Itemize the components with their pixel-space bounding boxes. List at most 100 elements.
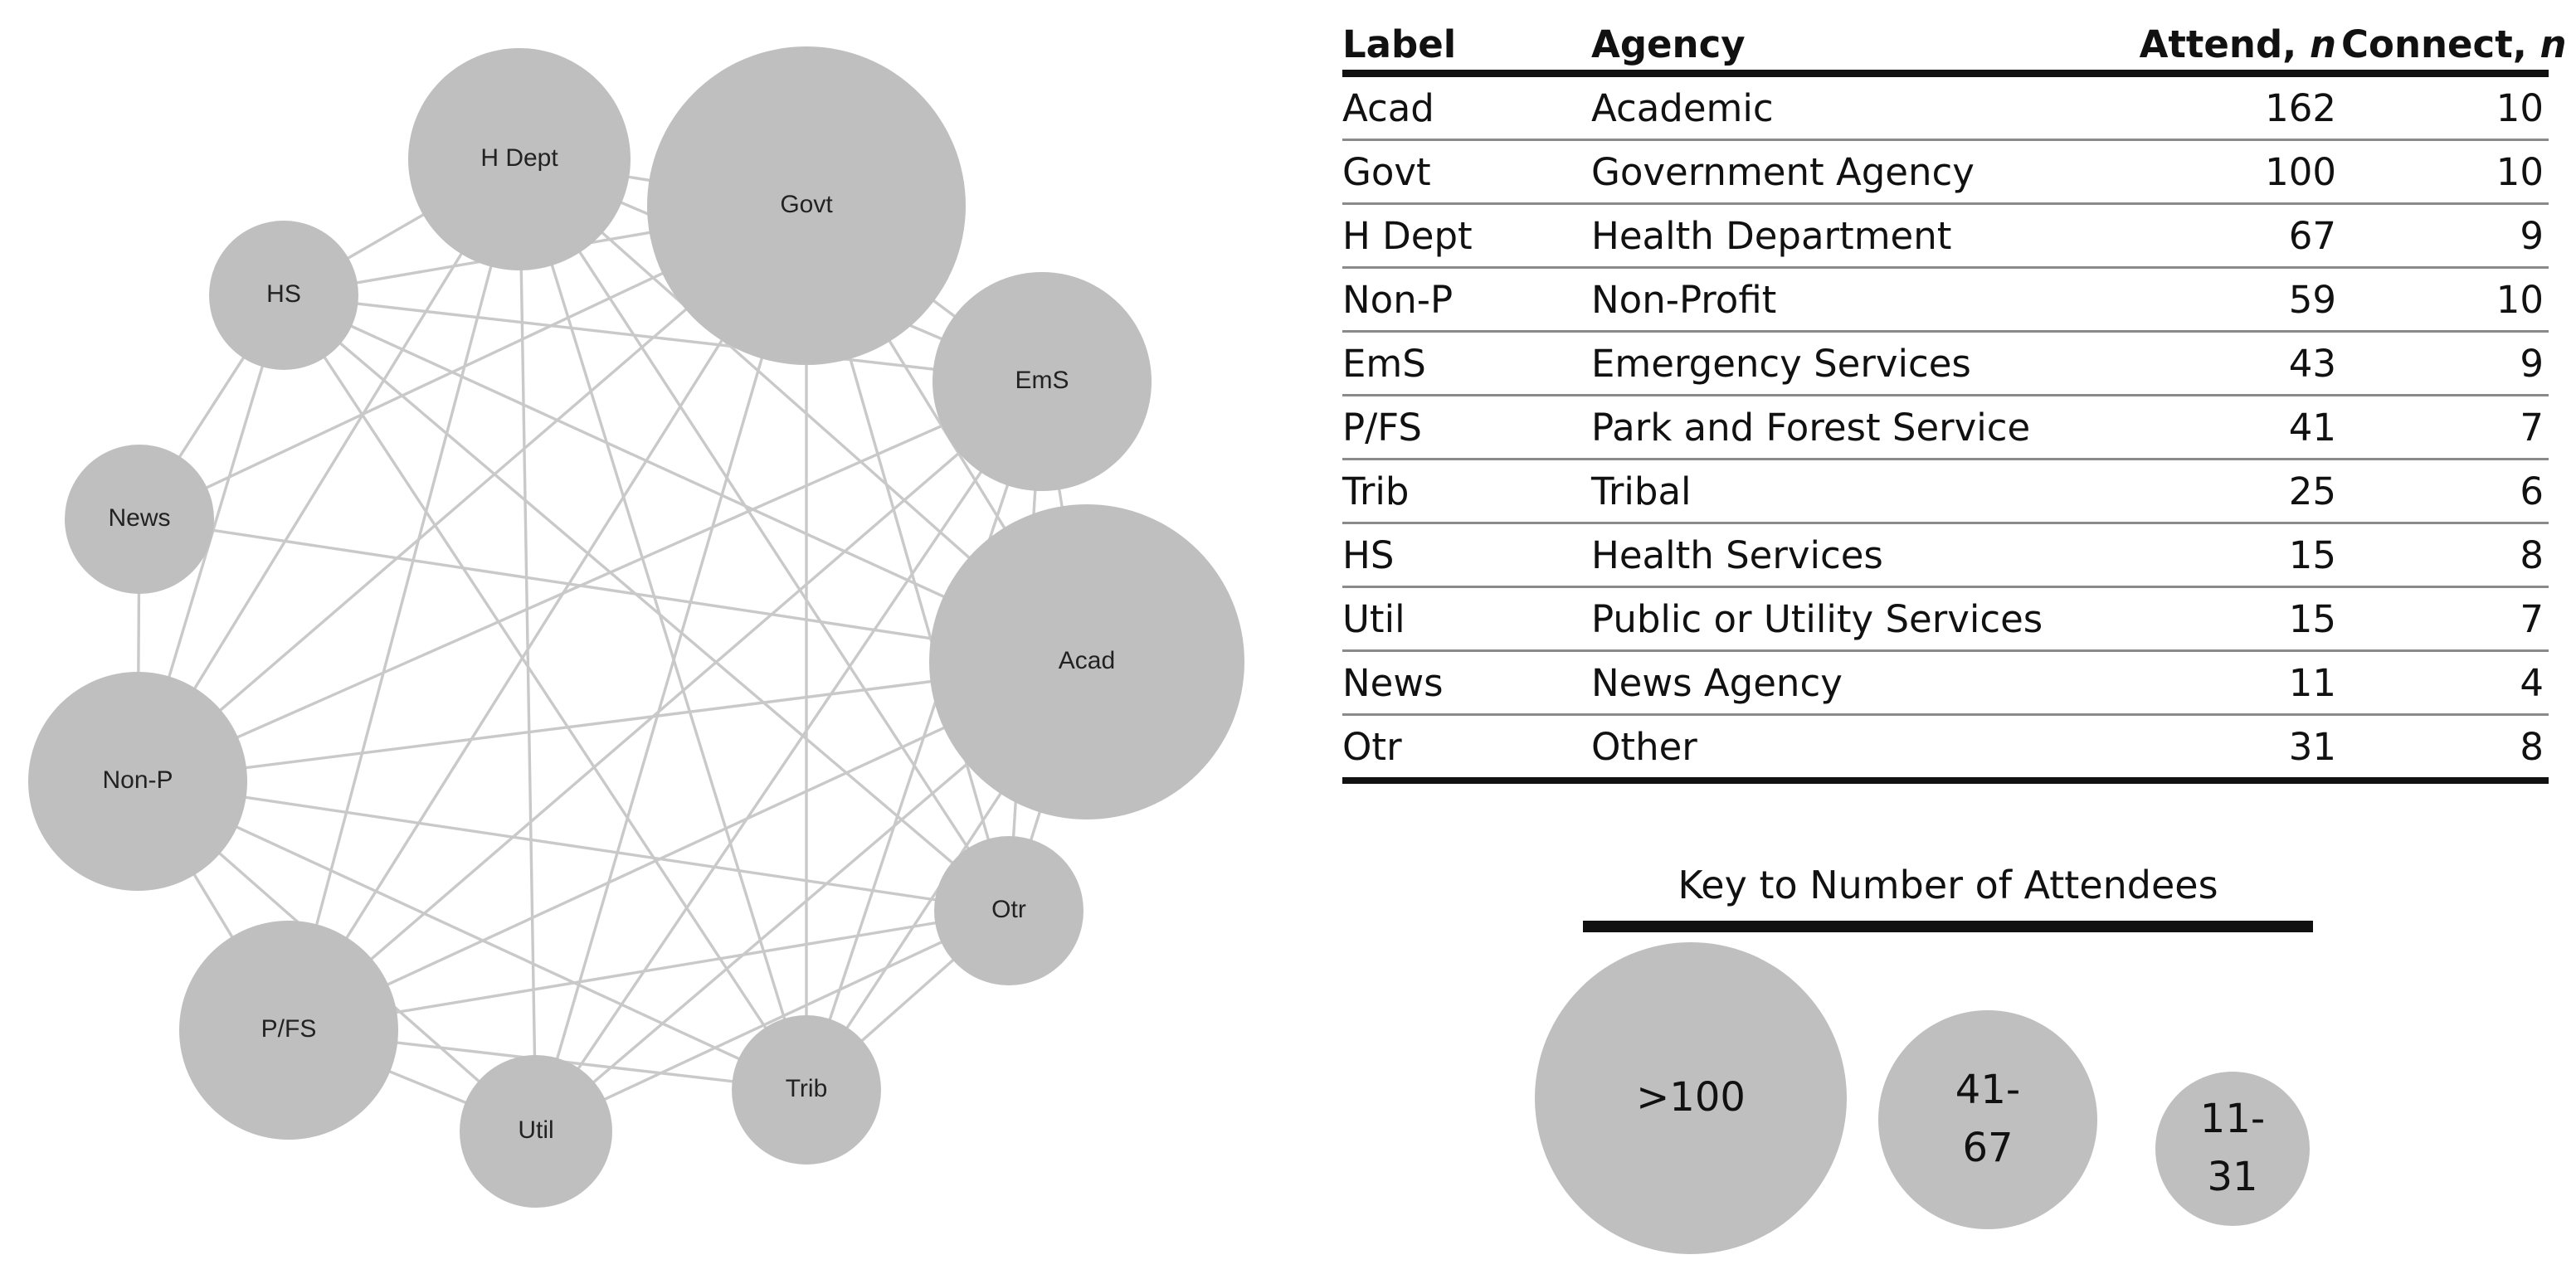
edge-nonp-ems: [137, 380, 1043, 783]
cell-attend: 100: [2114, 139, 2341, 205]
node-label-ems: EmS: [1015, 367, 1069, 394]
node-circle-ems: [933, 272, 1152, 491]
node-label-trib: Trib: [786, 1075, 828, 1102]
edge-hdept-util: [518, 158, 538, 1132]
node-otr: Otr: [934, 836, 1083, 985]
cell-connect: 10: [2341, 73, 2549, 141]
header-agency: Agency: [1591, 18, 2114, 77]
cell-label: HS: [1342, 523, 1591, 588]
node-circle-hdept: [408, 48, 631, 270]
cell-label: P/FS: [1342, 395, 1591, 460]
cell-agency: Tribal: [1591, 459, 2114, 524]
cell-agency: Academic: [1591, 73, 2114, 141]
node-circle-hs: [209, 221, 358, 370]
cell-attend: 67: [2114, 203, 2341, 269]
cell-attend: 41: [2114, 395, 2341, 460]
node-acad: Acad: [929, 504, 1244, 819]
node-circle-acad: [929, 504, 1244, 819]
cell-label: Util: [1342, 586, 1591, 652]
edge-ems-trib: [805, 381, 1044, 1091]
cell-agency: Emergency Services: [1591, 331, 2114, 396]
table-row: Trib Tribal 25 6: [1342, 459, 2549, 524]
table-row: Govt Government Agency 100 10: [1342, 139, 2549, 205]
edge-ems-hs: [283, 294, 1043, 383]
node-label-pfs: P/FS: [261, 1015, 317, 1043]
cell-connect: 9: [2341, 331, 2549, 396]
edge-nonp-trib: [137, 780, 807, 1092]
key-circle-large: >100: [1535, 942, 1847, 1254]
table-body: Acad Academic 162 10 Govt Government Agency 10…: [1342, 73, 2549, 784]
node-hdept: H Dept: [408, 48, 631, 270]
node-util: Util: [460, 1055, 612, 1208]
cell-label: Acad: [1342, 73, 1591, 141]
key-title: Key to Number of Attendees: [1583, 863, 2313, 932]
node-label-nonp: Non-P: [102, 766, 173, 794]
node-label-util: Util: [518, 1116, 553, 1144]
key-circle-small: 11- 31: [2155, 1072, 2310, 1226]
cell-agency: News Agency: [1591, 650, 2114, 716]
key-medium-line1: 41-: [1955, 1067, 2021, 1114]
edge-hdept-trib: [518, 158, 808, 1091]
edge-util-otr: [535, 909, 1010, 1133]
cell-label: Govt: [1342, 139, 1591, 205]
key-large-line1: >100: [1636, 1074, 1746, 1121]
node-label-hdept: H Dept: [480, 144, 558, 172]
key-small-line2: 31: [2207, 1154, 2258, 1200]
table-header-row: Label Agency Attend, n Connect, n: [1342, 18, 2567, 77]
header-attend-text: Attend,: [2139, 22, 2310, 66]
node-circle-nonp: [28, 672, 247, 891]
edge-ems-pfs: [287, 380, 1044, 1032]
cell-label: News: [1342, 650, 1591, 716]
edge-nonp-otr: [137, 780, 1010, 912]
cell-agency: Health Services: [1591, 523, 2114, 588]
table-row: EmS Emergency Services 43 9: [1342, 331, 2549, 396]
node-circle-util: [460, 1055, 612, 1208]
edge-ems-util: [534, 381, 1044, 1132]
cell-connect: 10: [2341, 139, 2549, 205]
cell-agency: Health Department: [1591, 203, 2114, 269]
node-circle-news: [65, 445, 214, 594]
network-nodes: Acad Govt H Dept Non-P EmS P/FS Trib HS Util News…: [28, 46, 1244, 1208]
network-diagram: Acad Govt H Dept Non-P EmS P/FS Trib HS Util News…: [28, 46, 1244, 1208]
key-circle-large-text: >100: [1636, 1069, 1746, 1127]
key-circle-medium: 41- 67: [1878, 1010, 2097, 1229]
header-attend: Attend, n: [2114, 18, 2341, 77]
edge-hdept-nonp: [136, 158, 521, 782]
edge-acad-nonp: [137, 660, 1088, 783]
table-row: Util Public or Utility Services 15 7: [1342, 586, 2549, 652]
key-circle-medium-text: 41- 67: [1955, 1062, 2020, 1177]
edge-hs-otr: [282, 294, 1010, 912]
cell-agency: Other: [1591, 714, 2114, 784]
table-row: P/FS Park and Forest Service 41 7: [1342, 395, 2549, 460]
cell-label: EmS: [1342, 331, 1591, 396]
table-row: Acad Academic 162 10: [1342, 73, 2549, 141]
cell-connect: 7: [2341, 395, 2549, 460]
node-circle-govt: [647, 46, 966, 365]
key-circle-small-text: 11- 31: [2200, 1091, 2265, 1206]
cell-label: H Dept: [1342, 203, 1591, 269]
cell-connect: 4: [2341, 650, 2549, 716]
header-label: Label: [1342, 18, 1591, 77]
cell-agency: Non-Profit: [1591, 267, 2114, 333]
node-label-news: News: [108, 504, 170, 532]
node-label-otr: Otr: [991, 896, 1026, 923]
edge-trib-hs: [282, 294, 808, 1091]
node-hs: HS: [209, 221, 358, 370]
node-trib: Trib: [732, 1015, 881, 1165]
edge-hdept-otr: [518, 158, 1010, 912]
edge-pfs-otr: [288, 909, 1010, 1032]
cell-attend: 25: [2114, 459, 2341, 524]
edge-acad-news: [139, 518, 1088, 664]
node-nonp: Non-P: [28, 672, 247, 891]
header-connect: Connect, n: [2341, 18, 2567, 77]
table-row: News News Agency 11 4: [1342, 650, 2549, 716]
cell-label: Otr: [1342, 714, 1591, 784]
cell-attend: 43: [2114, 331, 2341, 396]
cell-connect: 7: [2341, 586, 2549, 652]
cell-agency: Government Agency: [1591, 139, 2114, 205]
node-ems: EmS: [933, 272, 1152, 491]
cell-connect: 8: [2341, 523, 2549, 588]
node-label-govt: Govt: [780, 191, 833, 218]
node-circle-trib: [732, 1015, 881, 1165]
cell-attend: 15: [2114, 586, 2341, 652]
